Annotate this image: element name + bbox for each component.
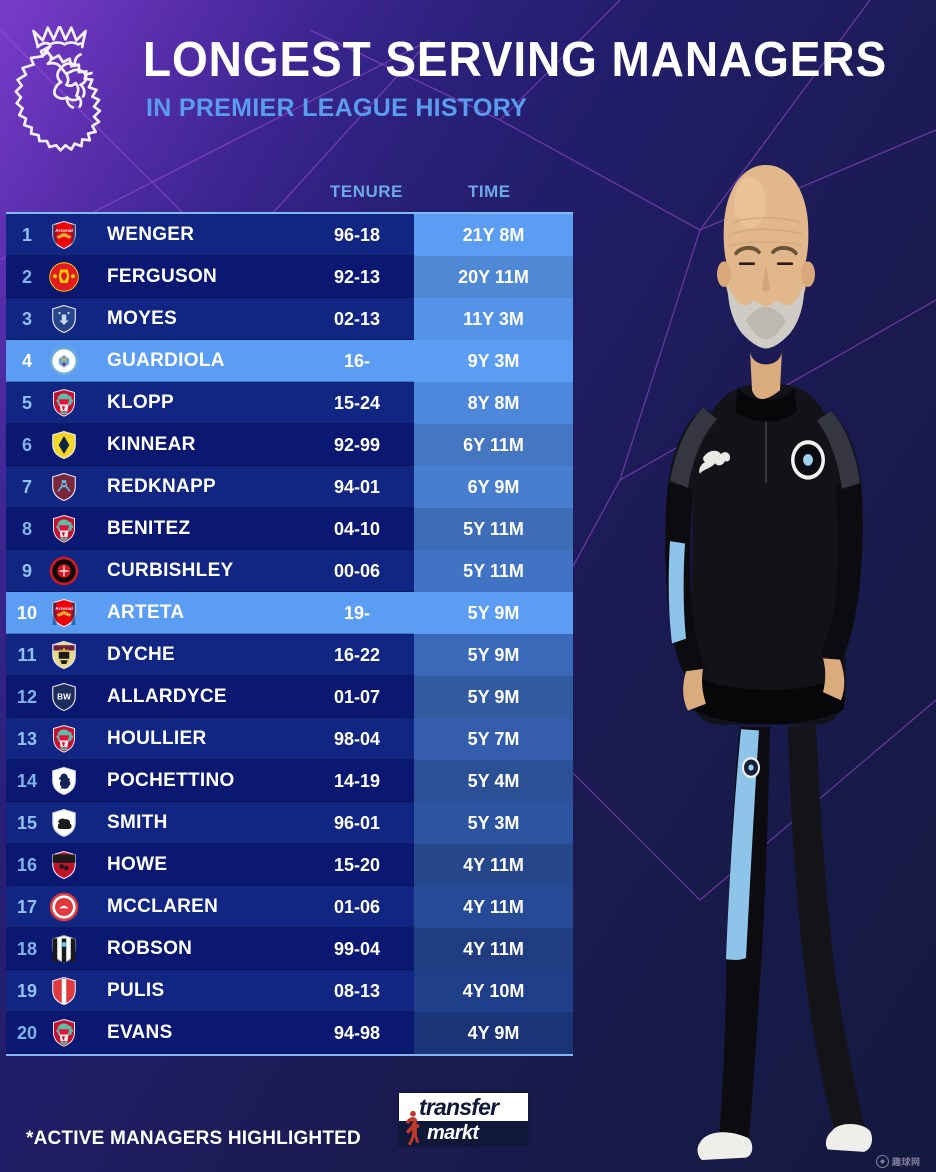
svg-text:BW: BW	[57, 692, 71, 701]
